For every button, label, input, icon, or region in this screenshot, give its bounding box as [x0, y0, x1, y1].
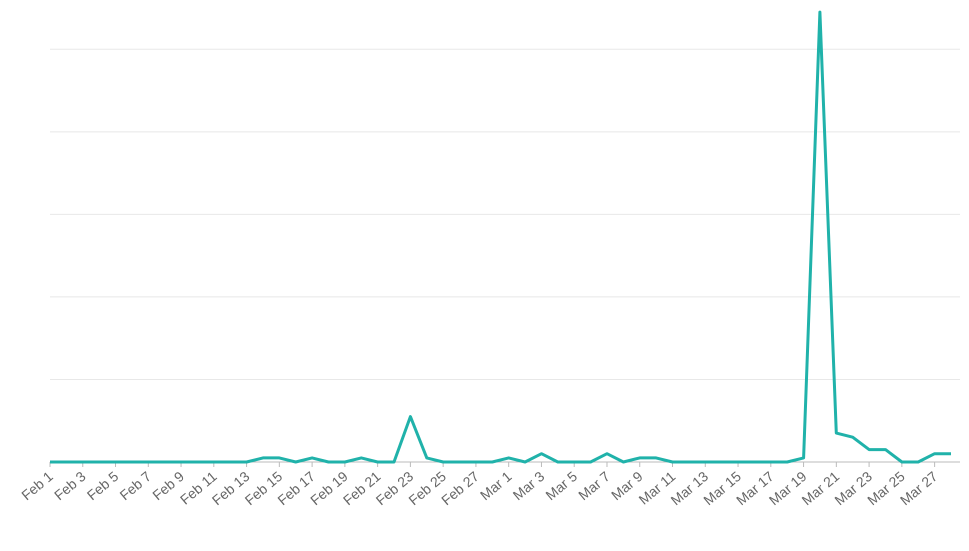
x-tick-label: Mar 7: [575, 468, 613, 503]
x-tick-label: Mar 3: [510, 468, 548, 503]
x-tick-label: Feb 5: [84, 468, 122, 503]
x-tick-label: Mar 27: [897, 468, 941, 508]
x-tick-label: Mar 1: [477, 468, 515, 503]
x-tick-label: Feb 7: [117, 468, 155, 503]
x-tick-label: Feb 27: [438, 468, 482, 508]
x-tick-label: Mar 5: [542, 468, 580, 503]
data-line: [50, 10, 951, 464]
x-tick-label: Feb 3: [51, 468, 89, 503]
x-tick-label: Feb 1: [18, 468, 56, 503]
